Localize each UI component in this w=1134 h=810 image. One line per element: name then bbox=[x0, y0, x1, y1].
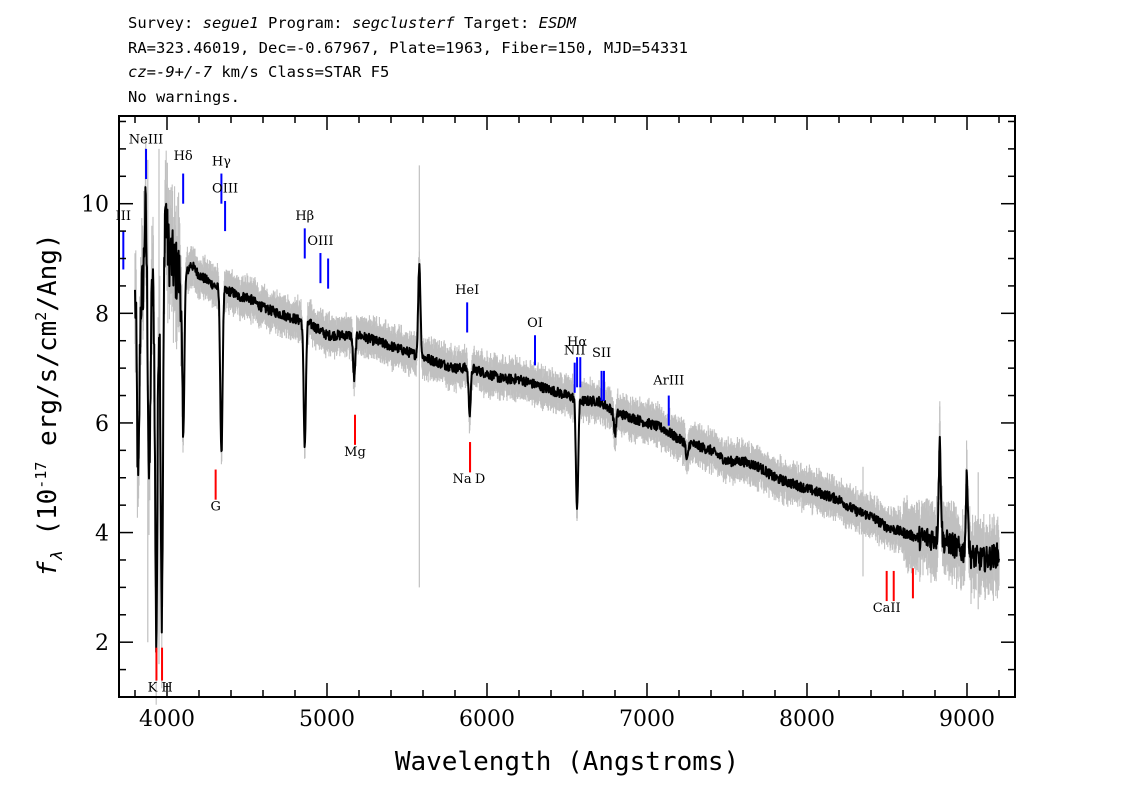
y-axis-label-symbol: f bbox=[33, 561, 63, 577]
header-fragment: Target: bbox=[455, 14, 539, 32]
y-tick-label: 4 bbox=[95, 522, 109, 547]
emission-line-label: OIII bbox=[307, 234, 333, 249]
y-axis-label: fλ (10-17 erg/s/cm2/Ang) bbox=[32, 233, 66, 576]
x-tick-label: 5000 bbox=[299, 707, 355, 732]
emission-line-label: Hβ bbox=[295, 209, 314, 224]
header-fragment: Program: bbox=[259, 14, 352, 32]
plot-frame bbox=[118, 115, 1016, 698]
header-survey-line: Survey: segue1 Program: segclusterf Targ… bbox=[128, 14, 577, 32]
emission-line-label: III bbox=[116, 209, 131, 224]
emission-line-label: SII bbox=[592, 346, 611, 361]
spectrum-line bbox=[134, 186, 1000, 653]
emission-line-label: ArIII bbox=[652, 374, 684, 389]
emission-line-label: Hδ bbox=[174, 149, 193, 164]
header-fragment: segue1 bbox=[203, 14, 259, 32]
x-tick-label: 8000 bbox=[779, 707, 835, 732]
header-fragment: segclusterf bbox=[352, 14, 455, 32]
header-info: Survey: segue1 Program: segclusterf Targ… bbox=[128, 14, 688, 106]
svg-text:fλ (10-17 erg/s/cm2/Ang): fλ (10-17 erg/s/cm2/Ang) bbox=[32, 233, 66, 576]
absorption-line-label: K bbox=[148, 681, 158, 696]
header-coords-line: RA=323.46019, Dec=-0.67967, Plate=1963, … bbox=[128, 39, 688, 57]
header-fragment: ESDM bbox=[539, 14, 577, 32]
emission-line-label: Hα bbox=[567, 335, 587, 350]
x-axis-label: Wavelength (Angstroms) bbox=[395, 747, 739, 777]
absorption-line-label: CaII bbox=[873, 601, 901, 616]
header-fragment: Survey: bbox=[128, 14, 203, 32]
absorption-line-label: Mg bbox=[344, 445, 366, 460]
x-tick-label: 7000 bbox=[619, 707, 675, 732]
absorption-line-label: G bbox=[210, 500, 220, 515]
emission-line-label: HeI bbox=[455, 283, 479, 298]
noise-band bbox=[134, 136, 1000, 705]
header-fragment: km/s Class=STAR F5 bbox=[212, 63, 389, 81]
axis-ticks: 4000 5000 6000 7000 8000 9000 2 4 6 8 10 bbox=[81, 116, 1015, 732]
emission-line-label: OIII bbox=[212, 182, 238, 197]
header-redshift-line: cz=-9+/-7 km/s Class=STAR F5 bbox=[128, 63, 389, 81]
emission-line-label: OI bbox=[527, 316, 543, 331]
absorption-line-label: D bbox=[475, 472, 485, 487]
absorption-line-label: Na bbox=[452, 472, 471, 487]
x-tick-label: 4000 bbox=[139, 707, 195, 732]
header-fragment: cz=-9+/-7 bbox=[128, 63, 213, 81]
noise-path bbox=[134, 136, 1000, 705]
spectrum-series bbox=[134, 186, 1000, 653]
y-tick-label: 10 bbox=[81, 193, 109, 218]
x-tick-label: 9000 bbox=[939, 707, 995, 732]
x-tick-label: 6000 bbox=[459, 707, 515, 732]
emission-line-label: NII bbox=[564, 343, 586, 358]
y-tick-label: 2 bbox=[95, 631, 109, 656]
emission-line-label: NeIII bbox=[129, 132, 163, 147]
header-warnings-line: No warnings. bbox=[128, 88, 240, 106]
y-tick-label: 8 bbox=[95, 302, 109, 327]
emission-line-label: Hγ bbox=[212, 154, 231, 169]
y-tick-label: 6 bbox=[95, 412, 109, 437]
